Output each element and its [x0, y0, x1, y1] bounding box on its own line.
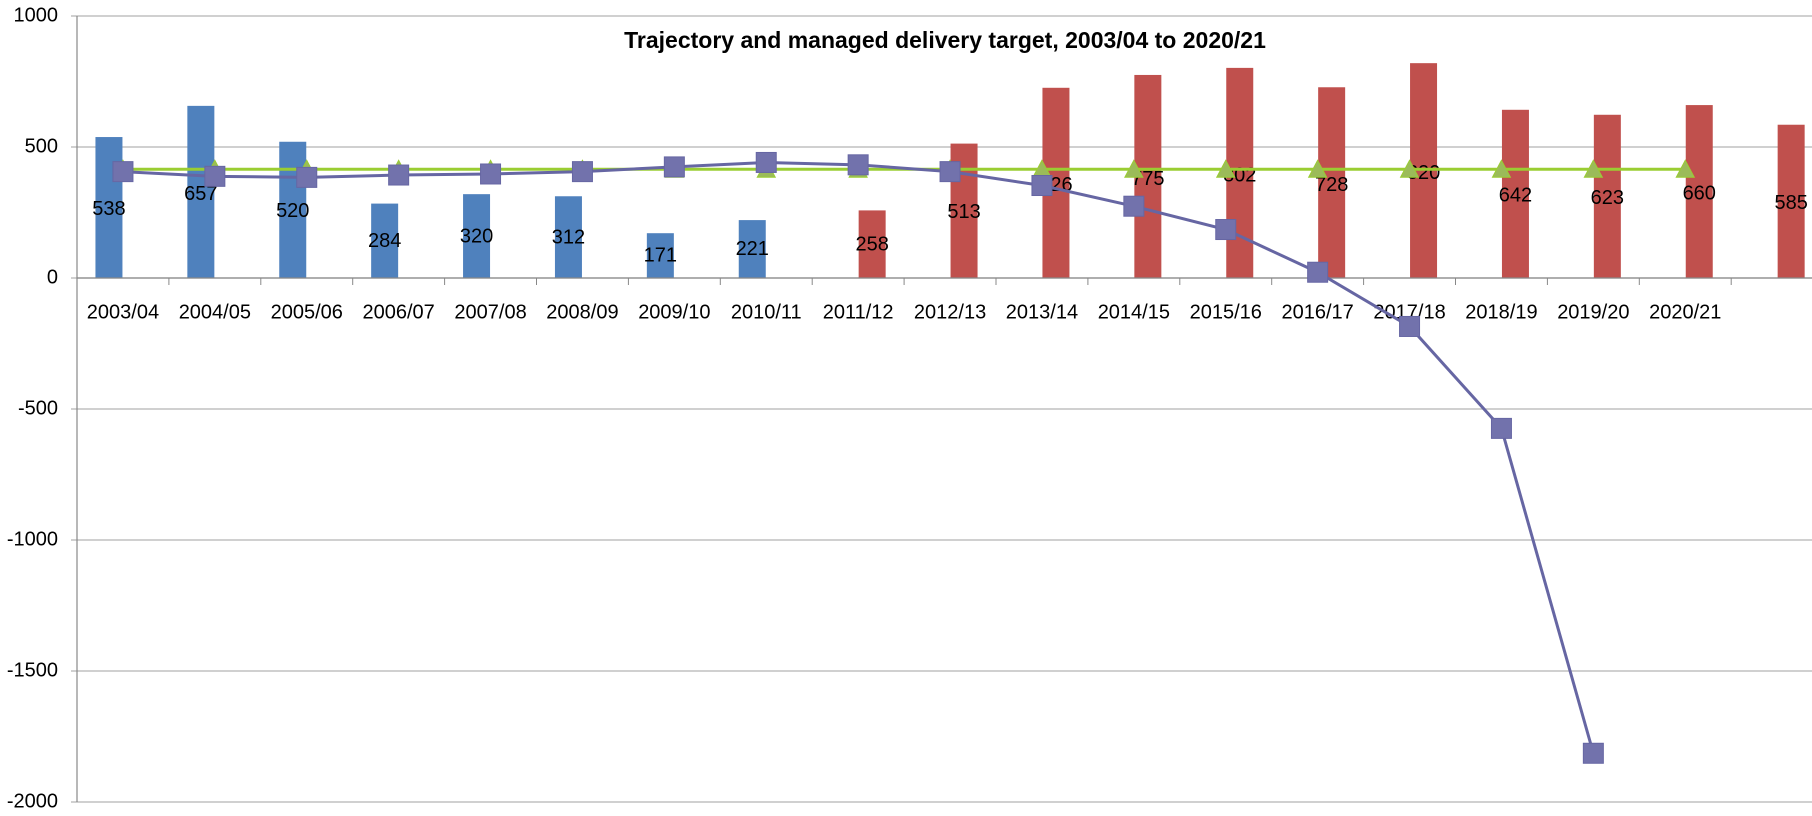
bar: [187, 105, 215, 278]
data-label: 513: [947, 201, 980, 223]
bar: [738, 220, 766, 278]
marker: [1399, 159, 1420, 178]
x-tick-label: 2018/19: [1465, 301, 1537, 323]
x-tick-label: 2008/09: [546, 301, 618, 323]
data-label: 284: [368, 230, 401, 252]
chart-title: Trajectory and managed delivery target, …: [624, 27, 1266, 53]
marker: [571, 161, 593, 183]
x-tick-label: 2017/18: [1373, 301, 1445, 323]
y-tick-label: -1000: [7, 528, 58, 550]
x-tick-label: 2004/05: [179, 301, 251, 323]
marker: [1582, 742, 1604, 764]
marker: [1583, 159, 1604, 178]
data-label: 538: [92, 198, 125, 220]
marker: [480, 163, 502, 185]
x-tick-label: 2006/07: [363, 301, 435, 323]
bar: [95, 137, 123, 278]
bar: [371, 203, 399, 278]
data-label: 258: [855, 233, 888, 255]
marker: [1307, 261, 1329, 283]
data-label: 660: [1683, 182, 1716, 204]
marker: [847, 154, 869, 176]
data-label: 657: [184, 183, 217, 205]
x-tick-label: 2016/17: [1282, 301, 1354, 323]
x-tick-label: 2009/10: [638, 301, 710, 323]
marker: [1399, 315, 1421, 337]
data-label: 221: [736, 238, 769, 260]
marker: [112, 161, 134, 183]
marker: [1491, 159, 1512, 178]
marker: [1124, 159, 1144, 178]
marker: [1307, 159, 1328, 178]
x-tick-label: 2010/11: [731, 301, 802, 323]
marker: [204, 165, 226, 187]
marker: [755, 151, 777, 173]
data-label: 728: [1315, 174, 1348, 196]
x-tick-label: 2014/15: [1098, 301, 1170, 323]
bar: [1777, 124, 1805, 278]
data-label: 312: [552, 227, 585, 249]
marker: [296, 166, 318, 188]
marker: [388, 164, 410, 186]
data-label: 820: [1407, 162, 1440, 184]
y-tick-label: -2000: [7, 790, 58, 812]
data-label: 171: [644, 245, 677, 267]
bar: [554, 196, 582, 278]
y-tick-label: 500: [25, 135, 58, 157]
bar: [858, 210, 886, 278]
data-label: 320: [460, 226, 493, 248]
x-tick-label: 2019/20: [1557, 301, 1629, 323]
marker: [1675, 159, 1696, 178]
x-tick-label: 2013/14: [1006, 301, 1078, 323]
x-tick-label: 2005/06: [271, 301, 343, 323]
x-tick-label: 2012/13: [914, 301, 986, 323]
x-tick-label: 2015/16: [1190, 301, 1262, 323]
y-tick-label: -1500: [7, 659, 58, 681]
bar: [1501, 109, 1529, 279]
x-tick-label: 2020/21: [1649, 301, 1721, 323]
bar: [463, 194, 491, 278]
data-label: 585: [1774, 192, 1807, 214]
marker: [1490, 417, 1512, 439]
marker: [939, 161, 961, 183]
marker: [1031, 175, 1053, 197]
bar: [646, 233, 674, 278]
bar: [1593, 114, 1621, 278]
x-tick-label: 2007/08: [454, 301, 526, 323]
marker: [1215, 159, 1236, 178]
y-tick-label: -500: [18, 397, 58, 419]
marker: [1123, 195, 1145, 217]
bar: [279, 141, 307, 278]
y-tick-label: 1000: [14, 4, 59, 26]
bar: [1685, 105, 1713, 278]
marker: [1215, 219, 1237, 241]
marker: [663, 156, 685, 178]
data-label: 520: [276, 200, 309, 222]
x-tick-label: 2011/12: [823, 301, 894, 323]
x-tick-label: 2003/04: [87, 301, 159, 323]
data-label: 642: [1499, 185, 1532, 207]
data-label: 623: [1591, 187, 1624, 209]
y-tick-label: 0: [47, 266, 58, 288]
bar: [1318, 87, 1346, 278]
